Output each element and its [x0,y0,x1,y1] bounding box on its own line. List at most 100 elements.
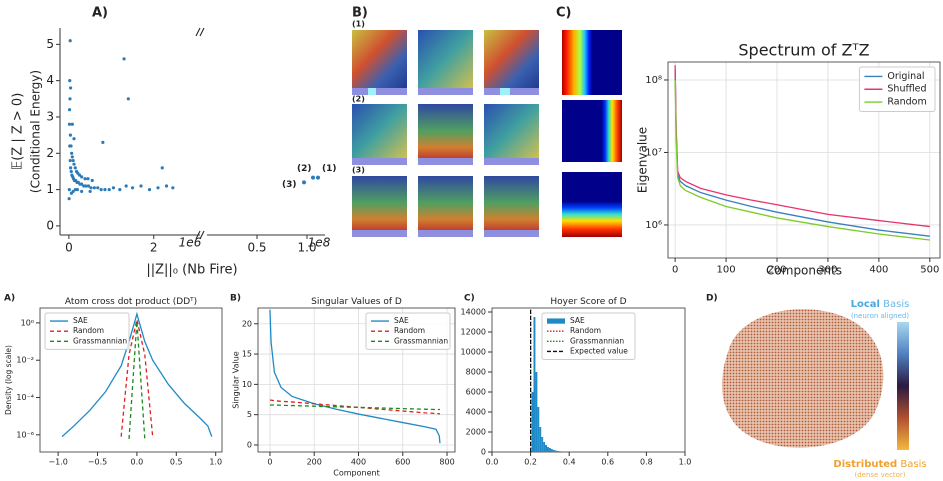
x-tick-label: 800 [439,458,454,467]
chart-title: Spectrum of ZᵀZ [738,40,869,59]
bar [535,372,538,452]
y-tick-label: 3 [46,109,54,123]
bar [552,450,555,452]
strip [352,230,407,237]
axis-break [199,27,205,37]
point [68,79,72,83]
image [484,30,539,88]
point [99,188,103,192]
y-tick-label: 0 [46,218,54,232]
strip [418,88,473,95]
y-tick-label: 1 [46,182,54,196]
label: Basis [883,299,909,310]
point [107,188,111,192]
legend-label: Grassmannian [570,336,624,345]
heatmap [562,30,622,95]
y-tick-label: 20 [242,319,252,328]
point [80,182,84,186]
x-offset-label: 1e8 [308,236,331,250]
y-tick-label: 14000 [461,308,486,317]
legend-label: Grassmannian [394,336,448,345]
strip [418,230,473,237]
y-tick-label: 12000 [461,328,486,337]
x-tick-label: 1.0 [209,458,222,467]
legend-box [858,66,936,112]
colorbar [897,322,909,450]
point [89,186,93,190]
x-tick-label: 0.0 [131,458,144,467]
x-tick-label: −1.0 [48,458,67,467]
y-tick-label: 10⁻⁶ [16,430,34,439]
point [71,189,75,194]
point [302,180,306,185]
row-label: (1) [352,20,365,29]
point [86,184,91,188]
x-tick-label: 0.4 [563,458,576,467]
row-label: (2) [352,95,365,104]
y-axis-label: Density (log scale) [4,345,13,415]
point [68,39,72,43]
point [68,133,72,137]
bar [541,437,544,452]
point [126,97,130,101]
plot-frame [667,61,941,259]
x-tick-label: 0.6 [601,458,614,467]
bar [560,451,563,452]
y-tick-label: 2000 [466,428,486,437]
line-series [128,321,146,440]
bar [539,427,542,452]
y-tick-label: 10 [242,380,252,389]
point [77,173,82,177]
axis-break [195,27,201,37]
x-axis-label: Components [766,264,842,278]
line-series [674,79,930,241]
image [418,176,473,230]
heatmaps [562,30,622,237]
x-tick-label: 200 [307,458,322,467]
x-axis-label: Component [333,469,379,478]
point [68,158,72,163]
legend-label: Random [73,326,104,335]
point [70,151,74,155]
x-tick-label: 0.5 [247,241,266,255]
line-series [269,404,440,411]
point [68,97,72,101]
panel-label: B) [230,294,241,304]
point [147,188,152,192]
image [484,104,539,158]
x-tick-label: 2 [150,241,158,255]
panel-label: A) [92,6,108,21]
point [80,175,84,179]
image [352,176,407,230]
embedding: Local Basis (neuron aligned) Distributed… [722,299,927,479]
point [316,175,320,180]
panel-label: B) [352,6,368,21]
y-axis-label: Eigenvalue [636,127,650,193]
bar [556,451,559,452]
bar [547,447,549,452]
x-tick-label: 0 [65,241,73,255]
x-tick-label: 600 [395,458,410,467]
x-axis-label: ||Z||₀ (Nb Fire) [146,263,237,278]
x-tick-label: 200 [767,265,786,276]
chart-title: Atom cross dot product (DDᵀ) [65,297,197,307]
point [80,189,84,194]
point [67,122,72,126]
image [484,176,539,230]
point [73,166,77,170]
y-tick-label: 5 [46,37,54,51]
x-tick-label: 0.8 [640,458,653,467]
point [67,108,72,112]
axis-break [195,230,201,240]
bar [548,448,551,452]
point [69,144,73,148]
axis-break [199,230,205,240]
image [418,104,473,158]
y-tick-label: 10⁻⁴ [16,393,34,402]
y-tick-label: 10⁸ [645,75,662,86]
point [118,188,122,192]
x-tick-label: 300 [818,265,837,276]
legend-label: SAE [73,316,88,325]
colorbar-bottom-sub: (dense vector) [854,471,905,479]
